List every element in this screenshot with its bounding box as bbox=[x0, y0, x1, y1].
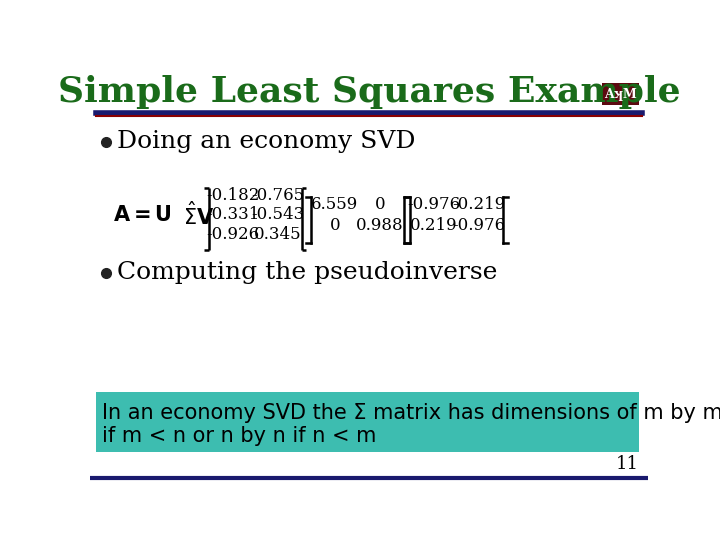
Text: 0: 0 bbox=[374, 197, 385, 213]
FancyBboxPatch shape bbox=[96, 392, 639, 452]
Text: In an economy SVD the Σ matrix has dimensions of m by m: In an economy SVD the Σ matrix has dimen… bbox=[102, 403, 720, 423]
Text: -0.976: -0.976 bbox=[452, 217, 505, 234]
Text: $\hat{\Sigma}\mathbf{V}$: $\hat{\Sigma}\mathbf{V}$ bbox=[183, 201, 215, 229]
Text: Computing the pseudoinverse: Computing the pseudoinverse bbox=[117, 261, 498, 284]
Text: 0.345: 0.345 bbox=[253, 226, 302, 242]
Text: 0.988: 0.988 bbox=[356, 217, 404, 234]
Text: -0.926: -0.926 bbox=[206, 226, 259, 242]
Text: AʞM: AʞM bbox=[604, 87, 636, 100]
Text: -0.182: -0.182 bbox=[206, 187, 259, 204]
FancyBboxPatch shape bbox=[601, 83, 639, 105]
Text: 6.559: 6.559 bbox=[311, 197, 359, 213]
Text: $\mathbf{A = U}$: $\mathbf{A = U}$ bbox=[113, 205, 172, 225]
Text: -0.331: -0.331 bbox=[206, 206, 259, 224]
Text: if m < n or n by n if n < m: if m < n or n by n if n < m bbox=[102, 426, 377, 446]
Text: 0: 0 bbox=[330, 217, 341, 234]
Text: -0.765: -0.765 bbox=[251, 187, 304, 204]
Text: -0.219: -0.219 bbox=[452, 197, 505, 213]
Text: Doing an economy SVD: Doing an economy SVD bbox=[117, 130, 415, 153]
Text: -0.976: -0.976 bbox=[408, 197, 461, 213]
Text: 11: 11 bbox=[616, 455, 639, 473]
Text: -0.543: -0.543 bbox=[251, 206, 304, 224]
Text: Simple Least Squares Example: Simple Least Squares Example bbox=[58, 75, 680, 109]
Text: 0.219: 0.219 bbox=[410, 217, 458, 234]
